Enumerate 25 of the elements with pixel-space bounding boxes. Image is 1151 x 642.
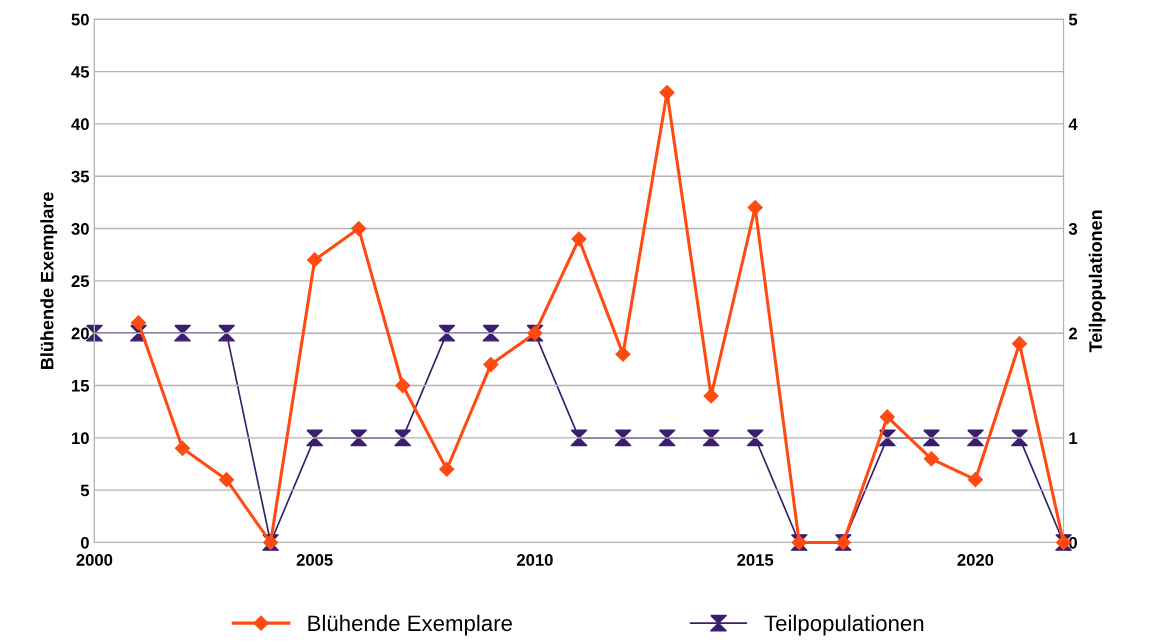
x-tick-label: 2005	[296, 554, 333, 566]
x-tick-label: 2000	[76, 554, 113, 566]
y-tick-label: 20	[71, 327, 89, 340]
x-tick-label: 2020	[957, 554, 994, 566]
y-tick-label: 45	[71, 66, 90, 78]
y2-tick-label: 4	[1068, 118, 1078, 130]
y2-tick-label: 3	[1068, 222, 1078, 235]
y-tick-label: 5	[80, 484, 90, 497]
y2-axis-title: Teilpopulationen	[1088, 210, 1106, 353]
y-axis-title: Blühende Exemplare	[40, 192, 58, 369]
y2-tick-label: 5	[1068, 13, 1078, 26]
x-tick-label: 2010	[516, 554, 553, 566]
y-tick-label: 40	[71, 118, 89, 131]
x-tick-label: 2015	[737, 554, 774, 566]
y-tick-label: 30	[71, 222, 89, 235]
y-tick-label: 10	[72, 432, 89, 445]
y-tick-label: 35	[71, 170, 90, 183]
y2-tick-label: 1	[1069, 432, 1078, 444]
y-tick-label: 50	[71, 13, 89, 26]
legend-label: Blühende Exemplare	[308, 614, 512, 636]
y2-tick-label: 2	[1068, 327, 1077, 340]
y-tick-label: 0	[80, 536, 89, 549]
y-tick-label: 15	[72, 380, 90, 392]
y-tick-label: 25	[71, 275, 90, 288]
legend-label: Teilpopulationen	[764, 614, 924, 636]
